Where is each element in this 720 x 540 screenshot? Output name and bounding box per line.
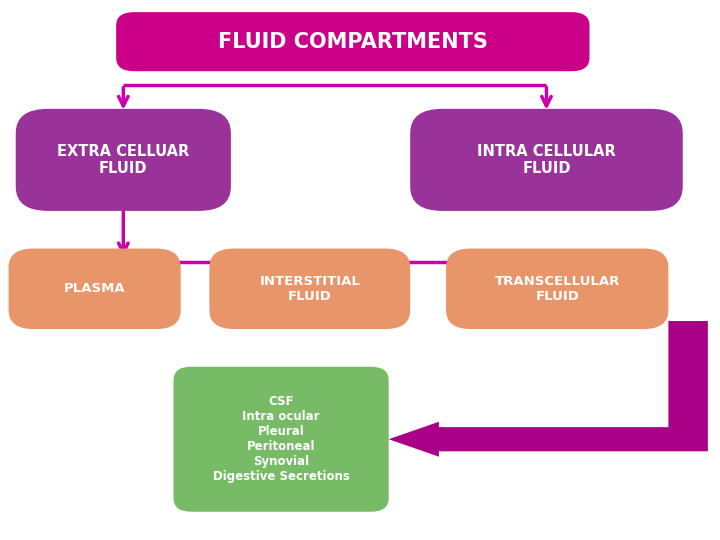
FancyBboxPatch shape [116,12,590,71]
Text: TRANSCELLULAR
FLUID: TRANSCELLULAR FLUID [495,275,620,303]
FancyBboxPatch shape [446,248,668,329]
FancyBboxPatch shape [410,109,683,211]
Text: FLUID COMPARTMENTS: FLUID COMPARTMENTS [218,32,487,52]
FancyBboxPatch shape [174,367,389,512]
Text: EXTRA CELLUAR
FLUID: EXTRA CELLUAR FLUID [57,144,189,176]
Text: INTERSTITIAL
FLUID: INTERSTITIAL FLUID [259,275,360,303]
Text: CSF
Intra ocular
Pleural
Peritoneal
Synovial
Digestive Secretions: CSF Intra ocular Pleural Peritoneal Syno… [212,395,349,483]
FancyBboxPatch shape [9,248,181,329]
Text: INTRA CELLULAR
FLUID: INTRA CELLULAR FLUID [477,144,616,176]
FancyBboxPatch shape [210,248,410,329]
FancyBboxPatch shape [16,109,231,211]
Polygon shape [389,321,708,457]
Text: PLASMA: PLASMA [64,282,125,295]
